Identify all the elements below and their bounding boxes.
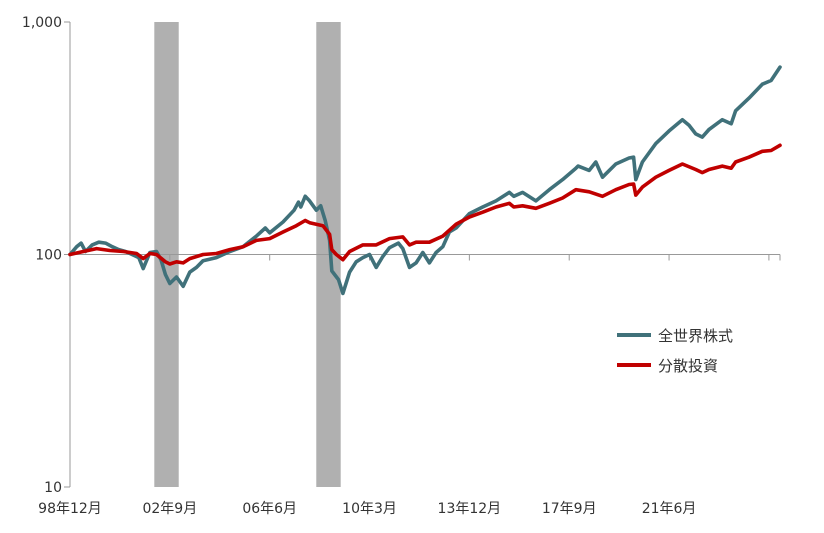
- x-tick-group: 98年12月 02年9月 06年6月 10年3月 13年12月 17年9月 21年6月: [38, 254, 781, 517]
- x-tick-label: 17年9月: [542, 501, 597, 517]
- x-tick-label: 98年12月: [38, 501, 102, 517]
- y-tick-label: 100: [35, 248, 62, 264]
- x-tick-label: 21年6月: [642, 501, 697, 517]
- x-tick-label: 10年3月: [342, 501, 397, 517]
- y-tick-label: 10: [44, 480, 62, 496]
- y-tick-label: 1,000: [22, 15, 62, 31]
- series-line-1: [68, 65, 782, 296]
- x-tick-label: 13年12月: [438, 501, 502, 517]
- y-tick-group: 10 100 1,000: [22, 15, 70, 496]
- series-lines: [68, 65, 782, 296]
- x-tick-label: 06年6月: [242, 501, 297, 517]
- legend-label-1: 全世界株式: [658, 327, 733, 345]
- legend-label-2: 分散投資: [658, 357, 718, 375]
- x-tick-label: 02年9月: [142, 501, 197, 517]
- series-line-2: [68, 143, 782, 266]
